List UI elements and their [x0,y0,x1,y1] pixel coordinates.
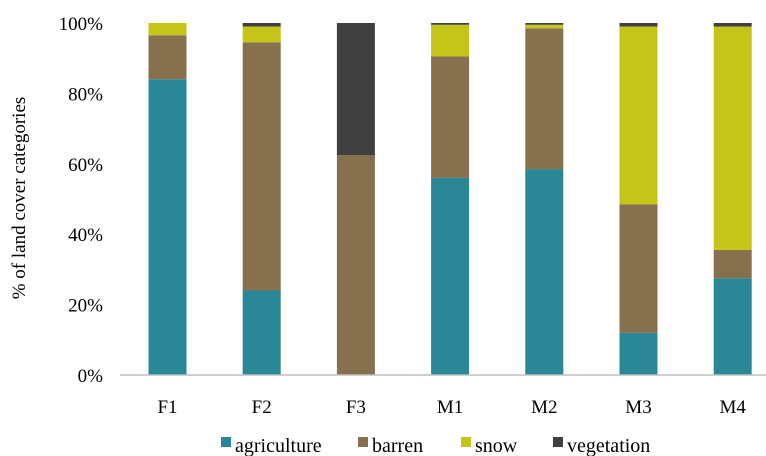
y-tick-label: 40% [68,225,103,246]
legend-swatch-vegetation [553,437,563,447]
bar-segment-snow [619,26,658,205]
x-tick-label: M1 [437,397,463,418]
x-tick-label: M2 [531,397,557,418]
y-tick-label: 20% [68,296,103,317]
legend-swatch-agriculture [221,437,231,447]
bar-segment-snow [525,24,564,29]
bar-segment-barren [525,28,564,170]
bar-segment-barren [431,56,470,178]
bar-segment-barren [336,155,375,375]
x-tick-label: F3 [346,397,366,418]
bar-segment-agriculture [242,290,281,375]
y-tick-label: 60% [68,155,103,176]
bar-segment-vegetation [431,23,470,25]
y-tick-label: 0% [78,366,104,387]
bar-segment-barren [242,42,281,291]
legend: agriculture barren snow vegetation [221,435,650,456]
legend-swatch-barren [358,437,368,447]
bar-segment-vegetation [525,23,564,25]
bar-segment-snow [713,26,752,251]
x-tick-label: M3 [625,397,651,418]
legend-label-snow: snow [475,435,518,456]
x-tick-label: F1 [157,397,177,418]
x-tick-label: F2 [252,397,272,418]
y-axis-title: % of land cover categories [9,97,30,300]
bar-segment-vegetation [713,23,752,27]
bar-segment-snow [431,24,470,57]
bar-segment-agriculture [525,169,564,375]
plot-area: 0% 20% 40% 60% 80% 100% F1 F2 F3 M1 M2 M3 M4 [59,14,766,418]
bar-segment-barren [713,250,752,279]
x-tick-label: M4 [719,397,746,418]
bar-segment-snow [242,26,281,43]
bar-segment-snow [148,23,187,36]
legend-swatch-snow [461,437,471,447]
bar-segment-agriculture [619,332,658,375]
legend-label-vegetation: vegetation [567,435,650,456]
bar-segment-vegetation [619,23,658,27]
bar-segment-agriculture [713,278,752,375]
bar-segment-vegetation [336,23,375,155]
bar-segment-agriculture [148,79,187,375]
bar-segment-barren [148,35,187,80]
y-tick-label: 100% [59,14,104,35]
legend-label-barren: barren [372,435,423,456]
bar-segment-agriculture [431,177,470,375]
legend-label-agriculture: agriculture [235,435,322,456]
y-tick-label: 80% [68,84,103,105]
bar-segment-barren [619,204,658,333]
bar-segment-vegetation [242,23,281,27]
